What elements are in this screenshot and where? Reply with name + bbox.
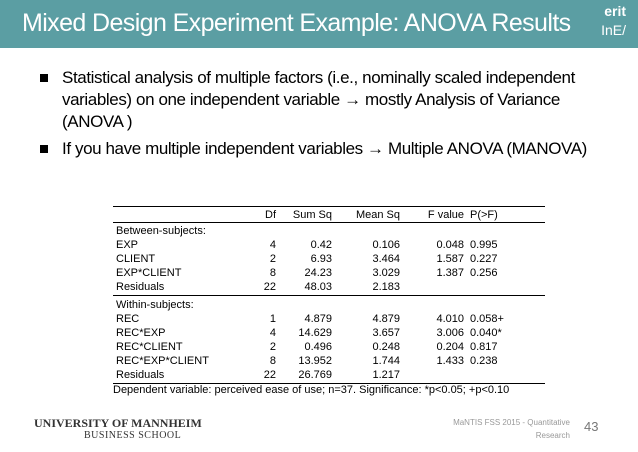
table-cell: 14.629: [298, 327, 332, 339]
row-label: REC*EXP*CLIENT: [116, 355, 209, 367]
page-number: 43: [584, 419, 599, 434]
section-label: Between-subjects:: [116, 225, 206, 237]
table-cell: 4.879: [304, 313, 332, 325]
table-cell: 4: [269, 327, 276, 339]
table-rule: [113, 383, 545, 384]
table-cell: 1.744: [372, 355, 400, 367]
column-header: Df: [265, 209, 276, 221]
title-bar: [0, 0, 638, 48]
row-label: EXP: [116, 239, 139, 251]
table-cell: 0.204: [436, 341, 464, 353]
row-label: REC*EXP: [116, 327, 166, 339]
bullet-marker: [40, 145, 48, 153]
row-label: Residuals: [116, 281, 165, 293]
column-header: F value: [427, 209, 464, 221]
table-cell: 2.183: [372, 281, 400, 293]
university-name: UNIVERSITY OF MANNHEIM: [34, 416, 202, 430]
column-header: Mean Sq: [355, 209, 400, 221]
table-cell: 1.387: [436, 267, 464, 279]
table-cell: 0.42: [310, 239, 332, 251]
table-cell: 4.010: [436, 313, 464, 325]
section-label: Within-subjects:: [116, 299, 194, 311]
table-rule: [113, 222, 545, 223]
table-rule: [113, 206, 545, 207]
table-cell: 4.879: [372, 313, 400, 325]
table-cell: 0.995: [470, 239, 498, 251]
table-cell: 48.03: [304, 281, 332, 293]
table-cell: 3.029: [372, 267, 400, 279]
footer-source: MaNTIS FSS 2015 - Quantitative Research: [453, 418, 570, 440]
table-cell: 8: [269, 267, 276, 279]
table-cell: 0.106: [372, 239, 400, 251]
table-rule: [113, 295, 545, 296]
bullet-text: Statistical analysis of multiple factors…: [62, 68, 575, 131]
table-cell: 22: [263, 281, 276, 293]
table-cell: 0.058+: [470, 313, 504, 325]
table-cell: 8: [269, 355, 276, 367]
row-label: CLIENT: [116, 253, 156, 265]
row-label: REC: [116, 313, 140, 325]
bullet-text: If you have multiple independent variabl…: [62, 139, 587, 158]
row-label: EXP*CLIENT: [116, 267, 182, 279]
slide-title: Mixed Design Experiment Example: ANOVA R…: [22, 9, 571, 37]
row-label: Residuals: [116, 369, 165, 381]
table-cell: 1.433: [436, 355, 464, 367]
table-cell: 24.23: [304, 267, 332, 279]
table-cell: 3.657: [372, 327, 400, 339]
table-cell: 3.006: [436, 327, 464, 339]
table-cell: 0.238: [470, 355, 498, 367]
table-cell: 0.227: [470, 253, 498, 265]
logo-text: InE/: [601, 22, 626, 38]
table-cell: 22: [263, 369, 276, 381]
column-header: Sum Sq: [292, 209, 332, 221]
school-name: BUSINESS SCHOOL: [84, 430, 182, 441]
table-cell: 2: [269, 253, 276, 265]
bullet-marker: [40, 74, 48, 82]
table-cell: 2: [269, 341, 276, 353]
table-cell: 1.587: [436, 253, 464, 265]
table-cell: 0.496: [304, 341, 332, 353]
table-cell: 3.464: [372, 253, 400, 265]
table-cell: 0.048: [436, 239, 464, 251]
column-header: P(>F): [470, 209, 498, 221]
table-cell: 6.93: [310, 253, 332, 265]
table-cell: 0.248: [372, 341, 400, 353]
row-label: REC*CLIENT: [116, 341, 183, 353]
logo-text: erit: [604, 3, 626, 19]
table-cell: 0.817: [470, 341, 498, 353]
table-cell: 0.040*: [470, 327, 502, 339]
table-cell: 4: [269, 239, 276, 251]
table-cell: 0.256: [470, 267, 498, 279]
table-cell: 26.769: [298, 369, 332, 381]
table-cell: 13.952: [298, 355, 332, 367]
table-cell: 1: [269, 313, 276, 325]
table-caption: Dependent variable: perceived ease of us…: [113, 384, 510, 396]
table-cell: 1.217: [372, 369, 400, 381]
